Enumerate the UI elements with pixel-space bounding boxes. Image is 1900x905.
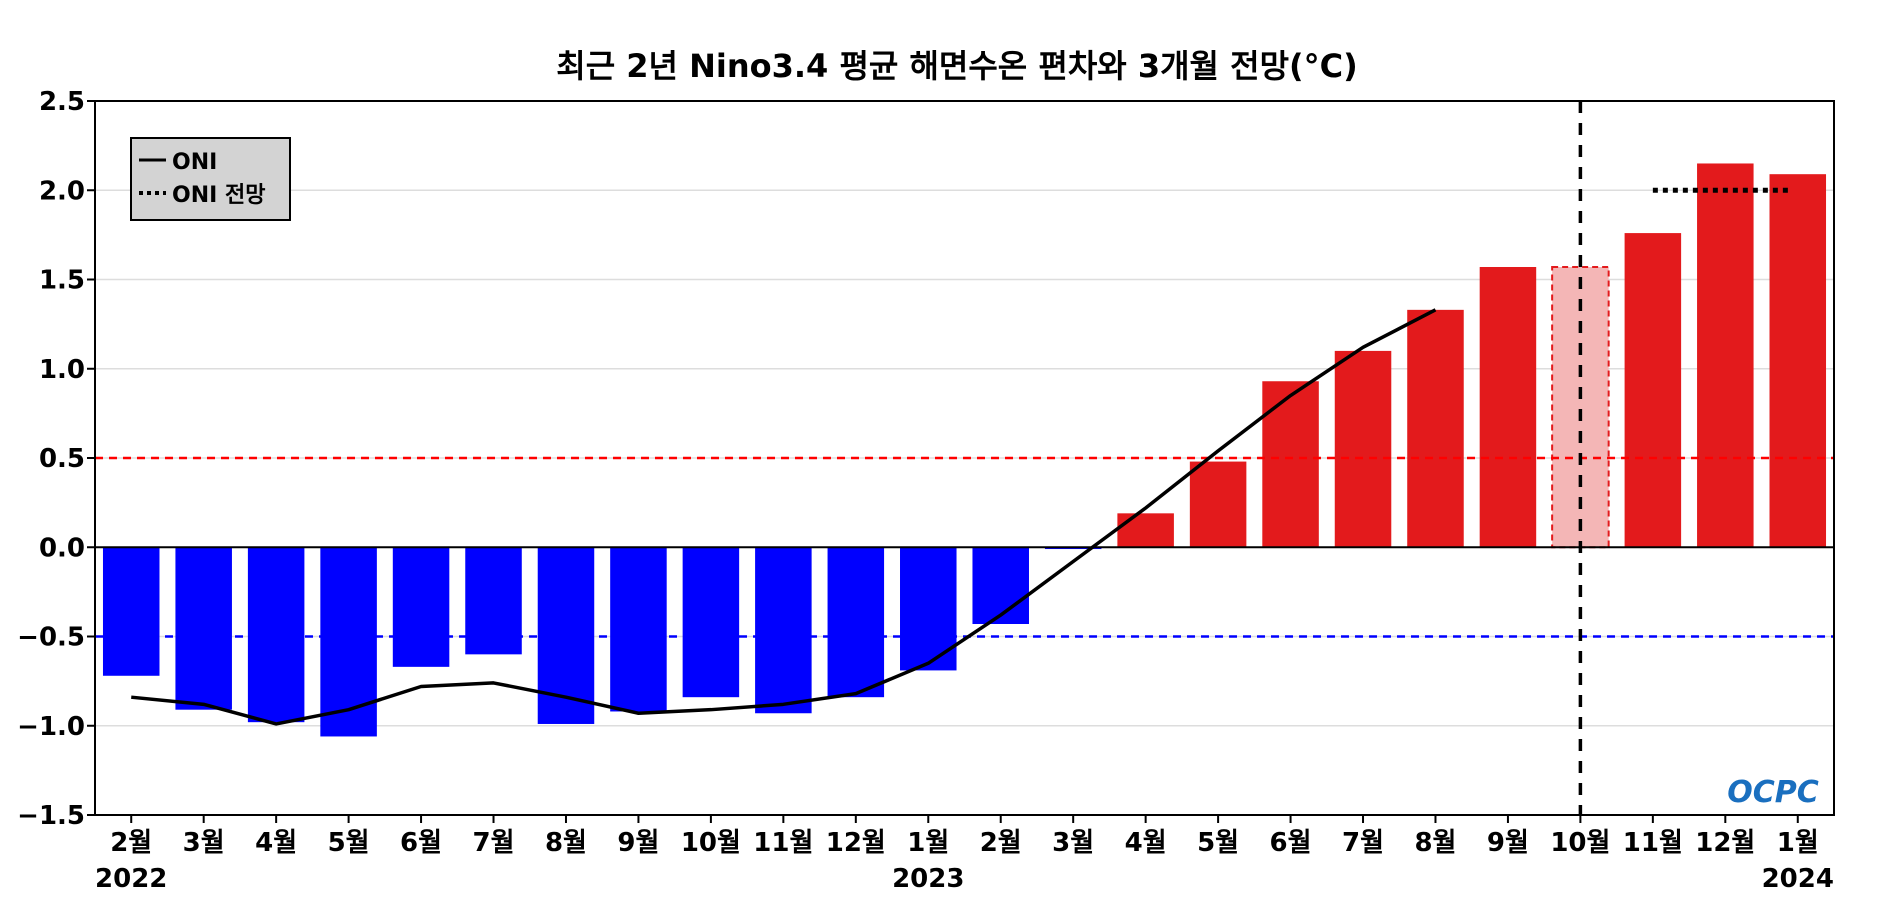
x-tick-label-6: 8월 — [545, 828, 587, 858]
bar-4 — [392, 547, 450, 667]
x-tick-label-20: 10월 — [1550, 828, 1610, 858]
y-tick-label-2: −0.5 — [17, 623, 85, 653]
x-tick-label-5: 7월 — [473, 828, 515, 858]
bar-19 — [1479, 267, 1537, 548]
bar-8 — [682, 547, 740, 698]
bars-layer — [102, 163, 1827, 737]
x-tick-label-22: 12월 — [1695, 828, 1755, 858]
x-tick-label-16: 6월 — [1270, 828, 1312, 858]
x-tick-label-11: 1월 — [907, 828, 949, 858]
year-label-0: 2022 — [95, 864, 167, 894]
bar-10 — [827, 547, 885, 698]
ocpc-logo: OCPC — [1727, 775, 1819, 810]
legend-box — [130, 137, 291, 221]
x-tick-label-1: 3월 — [183, 828, 225, 858]
x-tick-label-17: 7월 — [1342, 828, 1384, 858]
year-label-1: 2023 — [892, 864, 964, 894]
x-tick-label-0: 2월 — [110, 828, 152, 858]
bar-14 — [1117, 513, 1174, 548]
chart-title: 최근 2년 Nino3.4 평균 해면수온 편차와 3개월 전망(°C) — [556, 47, 1358, 85]
y-tick-label-8: 2.5 — [39, 87, 85, 117]
y-tick-label-7: 2.0 — [39, 176, 85, 206]
x-tick-label-8: 10월 — [681, 828, 741, 858]
series-layer — [131, 187, 1791, 726]
x-tick-label-7: 9월 — [617, 828, 659, 858]
bar-17 — [1334, 350, 1392, 548]
y-tick-label-1: −1.0 — [17, 712, 85, 742]
y-tick-label-0: −1.5 — [17, 801, 85, 831]
x-tick-label-3: 5월 — [328, 828, 370, 858]
x-tick-label-21: 11월 — [1623, 828, 1683, 858]
year-label-2: 2024 — [1762, 864, 1834, 894]
bar-16 — [1262, 381, 1319, 548]
y-tick-label-4: 0.5 — [39, 444, 85, 474]
bar-21 — [1624, 233, 1682, 548]
x-tick-label-4: 6월 — [400, 828, 442, 858]
x-tick-label-12: 2월 — [980, 828, 1022, 858]
y-tick-label-5: 1.0 — [39, 355, 85, 385]
x-tick-label-18: 8월 — [1414, 828, 1456, 858]
bar-23 — [1769, 174, 1827, 548]
y-tick-label-6: 1.5 — [39, 266, 85, 296]
x-tick-label-10: 12월 — [826, 828, 886, 858]
x-tick-label-14: 4월 — [1125, 828, 1167, 858]
bar-1 — [175, 547, 232, 710]
bar-9 — [755, 547, 812, 714]
bar-18 — [1407, 309, 1464, 548]
x-axis: 2월 3월 4월 5월 6월 7월 8월 9월 10월 11월 12월 1월 2월 3월 4월 5월 6월 7월 8… — [95, 815, 1834, 894]
reference-lines — [95, 101, 1834, 815]
legend: ONI ONI 전망 — [130, 137, 291, 221]
bar-22 — [1697, 163, 1754, 548]
y-tick-label-3: 0.0 — [39, 533, 85, 563]
x-tick-label-13: 3월 — [1052, 828, 1094, 858]
legend-forecast-label: ONI 전망 — [172, 183, 265, 208]
x-tick-label-19: 9월 — [1487, 828, 1529, 858]
x-tick-label-15: 5월 — [1197, 828, 1239, 858]
legend-oni-label: ONI — [172, 150, 217, 175]
bar-15 — [1189, 461, 1247, 548]
bar-12 — [972, 547, 1029, 625]
bar-5 — [465, 547, 522, 655]
bar-2 — [247, 547, 305, 723]
y-axis: −1.5 −1.0 −0.5 0.0 0.5 1.0 1.5 2.0 2.5 — [17, 87, 95, 831]
x-tick-label-2: 4월 — [255, 828, 297, 858]
x-tick-label-9: 11월 — [753, 828, 813, 858]
bar-7 — [610, 547, 667, 712]
bar-0 — [102, 547, 160, 676]
x-tick-label-23: 1월 — [1777, 828, 1819, 858]
series-line-0 — [131, 308, 1437, 726]
